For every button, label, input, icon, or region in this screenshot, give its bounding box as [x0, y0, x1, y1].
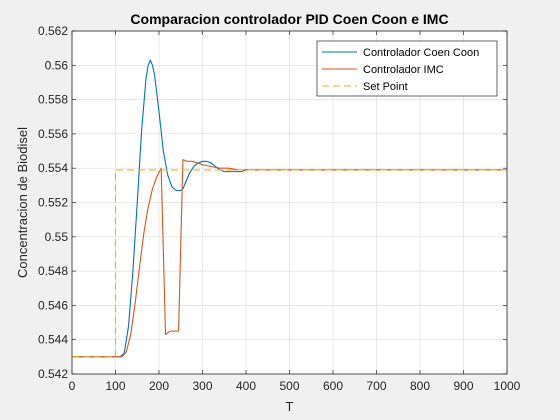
series-line-2 — [72, 169, 507, 358]
x-tick-label: 600 — [323, 379, 343, 393]
y-tick-label: 0.548 — [38, 264, 68, 278]
x-tick-label: 200 — [149, 379, 169, 393]
legend-label: Controlador Coen Coon — [363, 47, 479, 59]
x-tick-label: 300 — [192, 379, 212, 393]
legend: Controlador Coen Coon Controlador IMC Set … — [316, 40, 498, 97]
series-layer — [72, 59, 507, 358]
y-tick-label: 0.554 — [38, 161, 68, 175]
axis-ticks: 0 100 200 300 400 500 600 700 800 900 1000 0.542 0.5… — [38, 24, 521, 393]
x-tick-label: 100 — [105, 379, 125, 393]
legend-label: Set Point — [363, 81, 408, 93]
x-tick-label: 400 — [236, 379, 256, 393]
y-tick-label: 0.544 — [38, 333, 68, 347]
x-tick-label: 700 — [366, 379, 386, 393]
y-axis-label: Concentracion de Biodisel — [15, 127, 30, 278]
y-tick-label: 0.546 — [38, 298, 68, 312]
legend-label: Controlador IMC — [363, 64, 444, 76]
x-tick-label: 800 — [410, 379, 430, 393]
x-tick-label: 0 — [69, 379, 76, 393]
y-tick-label: 0.556 — [38, 127, 68, 141]
y-tick-label: 0.542 — [38, 367, 68, 381]
y-tick-label: 0.55 — [45, 230, 69, 244]
x-tick-label: 1000 — [494, 379, 521, 393]
chart-title: Comparacion controlador PID Coen Coon e … — [130, 11, 448, 27]
y-tick-label: 0.552 — [38, 196, 68, 210]
x-axis-label: T — [286, 399, 294, 414]
y-tick-label: 0.558 — [38, 93, 68, 107]
y-tick-label: 0.56 — [45, 58, 69, 72]
y-tick-label: 0.562 — [38, 24, 68, 38]
x-tick-label: 900 — [453, 379, 473, 393]
x-tick-label: 500 — [279, 379, 299, 393]
